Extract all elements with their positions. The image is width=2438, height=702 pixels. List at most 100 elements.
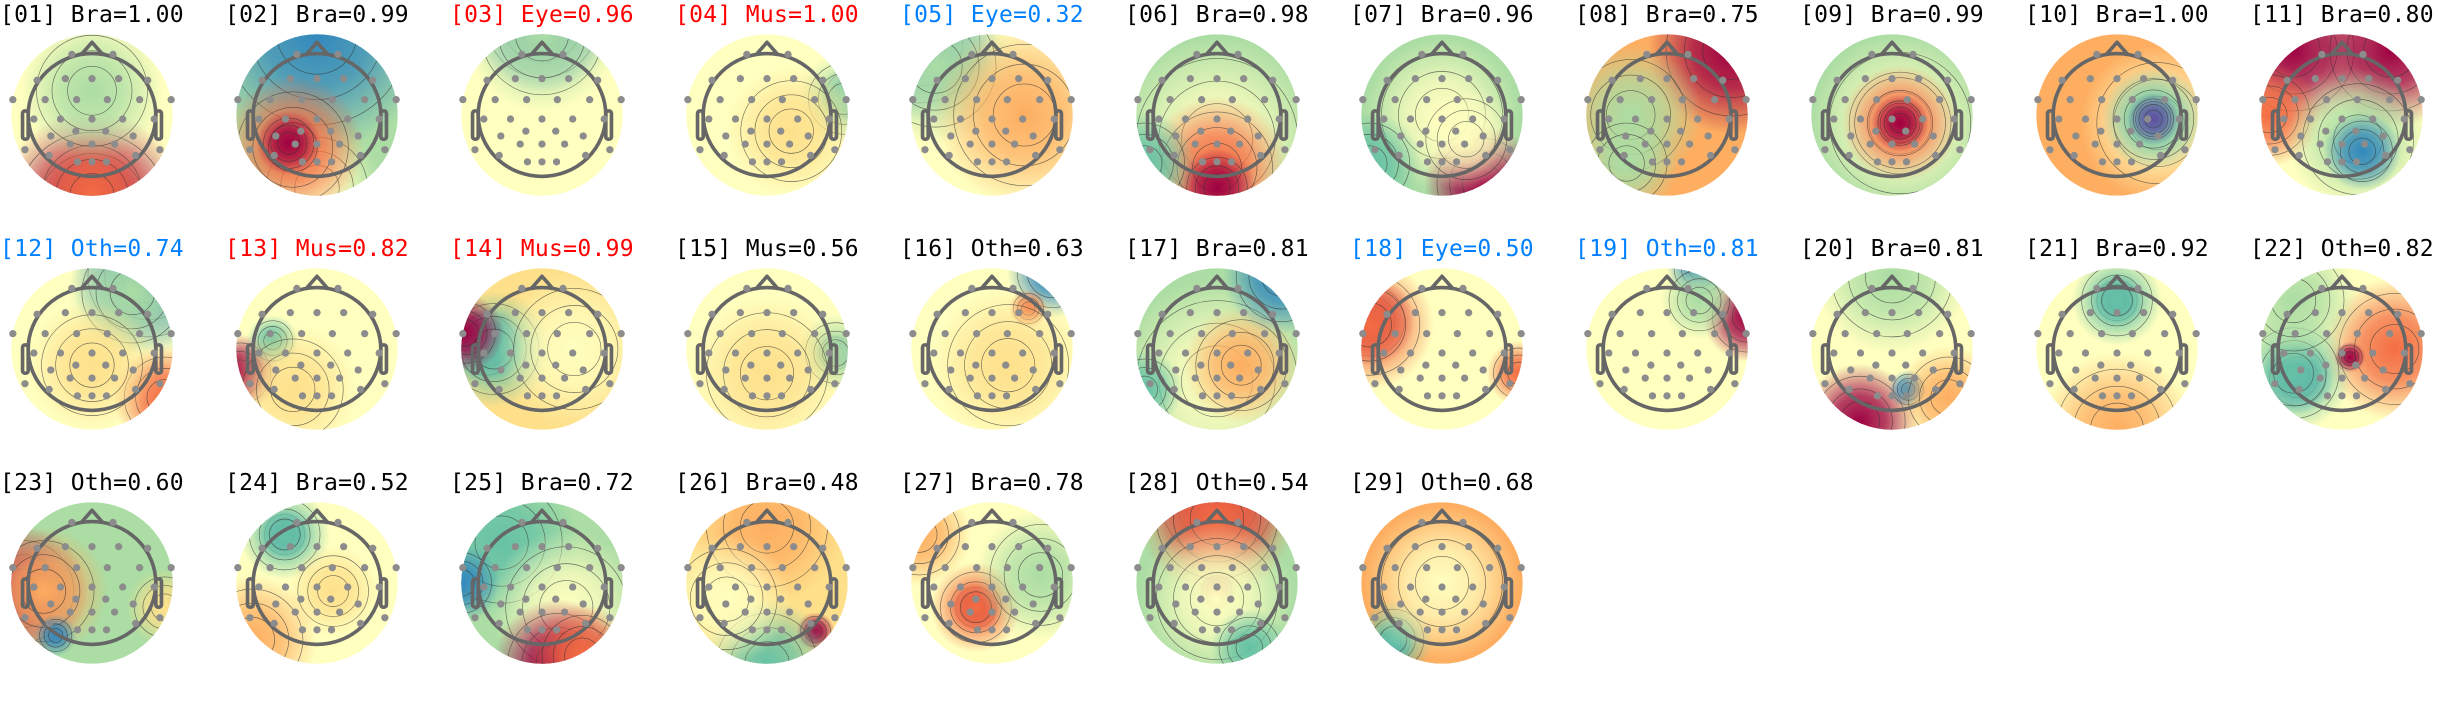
right-ear-icon [2403,109,2414,142]
electrode-marker [763,374,771,382]
electrode-marker [1172,366,1180,374]
electrode-marker [2323,158,2332,166]
activation-blob [2323,112,2401,191]
electrode-marker [1002,158,1011,166]
electrode-marker [1861,75,1869,83]
electrode-marker [1067,96,1075,104]
electrode-marker [811,330,819,338]
electrode-marker [1015,75,1023,83]
electrode-marker [1380,349,1388,357]
electrode-marker [33,76,41,84]
topomap [684,268,850,430]
electrode-marker [790,75,798,83]
component-title: [28] Oth=0.54 [1125,470,1309,496]
electrode-marker [988,309,996,317]
head-outline [1145,274,1289,413]
activation-blob [2071,268,2163,346]
contour-line [1702,34,1748,80]
electrode-marker [1010,608,1019,616]
electrode-marker [246,146,254,154]
electrode-marker [1677,158,1686,166]
electrode-marker [538,608,546,616]
electrode-marker [88,626,96,634]
electrode-marker [1166,564,1174,572]
electrode-marker [2295,151,2303,160]
electrode-marker [1690,309,1698,317]
left-ear-icon [470,343,481,376]
electrode-marker [1847,132,1855,140]
electrode-marker [72,127,80,135]
electrode-marker [552,158,561,166]
electrode-marker [1227,127,1235,135]
electrode-marker [968,284,976,293]
head-outline [1370,508,1514,647]
electrode-marker [340,309,348,317]
electrode-marker [784,50,792,59]
electrode-marker [523,392,532,400]
electrode-marker [61,309,69,317]
electrode-marker [131,619,140,628]
contour-line [256,352,330,427]
electrode-marker [1213,140,1221,148]
electrode-marker [2098,330,2106,338]
electrode-marker [1234,518,1242,527]
electrode-marker [2353,96,2361,104]
electrode-marker [2113,158,2121,166]
electrode-marker [1170,385,1178,394]
topomap-cell: [28] Oth=0.54 [1125,468,1350,702]
electrode-marker [1647,361,1655,369]
electrode-marker [246,614,254,622]
electrode-marker [2156,151,2165,160]
electrode-marker [933,544,941,552]
electrode-marker [1067,330,1075,338]
electrode-marker [1292,96,1300,104]
electrode-marker [1269,544,1277,552]
electrode-marker [708,544,716,552]
electrode-marker [1663,349,1671,357]
nose-icon [1204,508,1230,525]
electrode-marker [1067,564,1075,572]
electrode-marker [2323,330,2331,338]
electrode-marker [708,310,716,318]
electrode-marker [255,349,263,357]
electrode-marker [1861,309,1869,317]
contour-line [768,108,814,154]
electrode-marker [255,583,263,591]
electrode-marker [961,309,969,317]
electrode-marker [1856,349,1865,357]
electrode-marker [538,583,546,591]
electrode-marker [1725,349,1733,357]
right-ear-icon [828,109,839,142]
electrode-marker [2134,284,2142,293]
electrode-marker [102,595,110,603]
electrode-marker [2359,284,2367,293]
contour-line [2341,348,2360,367]
electrode-marker [1438,75,1446,83]
electrode-marker [56,349,65,357]
electrode-marker [2113,115,2121,123]
electrode-marker [1465,75,1473,83]
electrode-marker [1704,366,1712,374]
electrode-marker [1902,127,1910,135]
electrode-marker [1015,543,1023,551]
electrode-marker [381,380,389,388]
electrode-marker [2128,330,2136,338]
electrode-marker [2128,96,2136,104]
electrode-marker [1371,614,1379,622]
electrode-marker [293,50,301,59]
electrode-marker [327,626,336,634]
electrode-marker [763,140,771,148]
electrode-marker [617,564,625,572]
electrode-marker [538,374,546,382]
electrode-marker [1029,132,1037,140]
electrode-marker [523,96,531,104]
electrode-marker [102,626,111,634]
nose-icon [2104,40,2130,57]
left-ear-icon [920,109,931,142]
electrode-marker [2140,309,2148,317]
electrode-marker [375,349,383,357]
electrode-marker [956,115,965,123]
component-title: [01] Bra=1.00 [0,2,184,28]
electrode-marker [1459,50,1467,59]
electrode-marker [313,543,321,551]
